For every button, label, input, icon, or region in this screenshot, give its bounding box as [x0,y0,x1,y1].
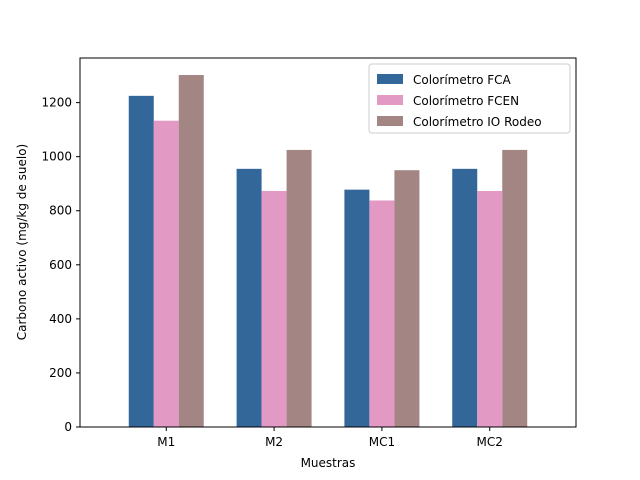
bar-m2-series-2 [261,191,287,427]
y-tick-label: 1200 [41,96,72,110]
legend-label-2: Colorímetro FCEN [413,94,519,108]
bars-group [128,75,528,428]
legend-label-1: Colorímetro FCA [413,73,512,87]
x-axis-ticks: M1 M2 MC1 MC2 [157,427,503,449]
legend-swatch-3 [377,116,403,126]
legend-swatch-1 [377,74,403,84]
bar-mc1-series-1 [344,189,370,427]
x-tick-label: M2 [265,435,283,449]
x-tick-label: MC2 [477,435,503,449]
legend: Colorímetro FCA Colorímetro FCEN Colorímet… [368,63,571,134]
bar-m1-series-2 [153,120,179,427]
y-axis-ticks: 0 200 400 600 800 1000 1200 [41,96,80,434]
legend-label-3: Colorímetro IO Rodeo [413,115,542,129]
legend-swatch-2 [377,95,403,105]
bar-m2-series-1 [236,168,262,428]
bar-m1-series-1 [128,95,154,427]
bar-mc2-series-2 [477,191,503,427]
y-axis-label: Carbono activo (mg/kg de suelo) [15,144,29,340]
bar-m2-series-3 [286,149,312,427]
x-tick-label: MC1 [369,435,395,449]
y-tick-label: 800 [49,204,72,218]
plot-frame [79,57,577,428]
y-tick-label: 1000 [41,150,72,164]
bar-mc1-series-3 [394,170,420,427]
y-tick-label: 600 [49,258,72,272]
legend-box [368,63,571,134]
y-tick-label: 200 [49,366,72,380]
x-axis-label: Muestras [301,456,356,470]
bar-mc2-series-3 [502,149,528,427]
y-tick-label: 0 [64,420,72,434]
y-tick-label: 400 [49,312,72,326]
bar-m1-series-3 [178,75,204,428]
x-tick-label: M1 [157,435,175,449]
bar-mc1-series-2 [369,200,395,427]
bar-mc2-series-1 [452,168,478,428]
